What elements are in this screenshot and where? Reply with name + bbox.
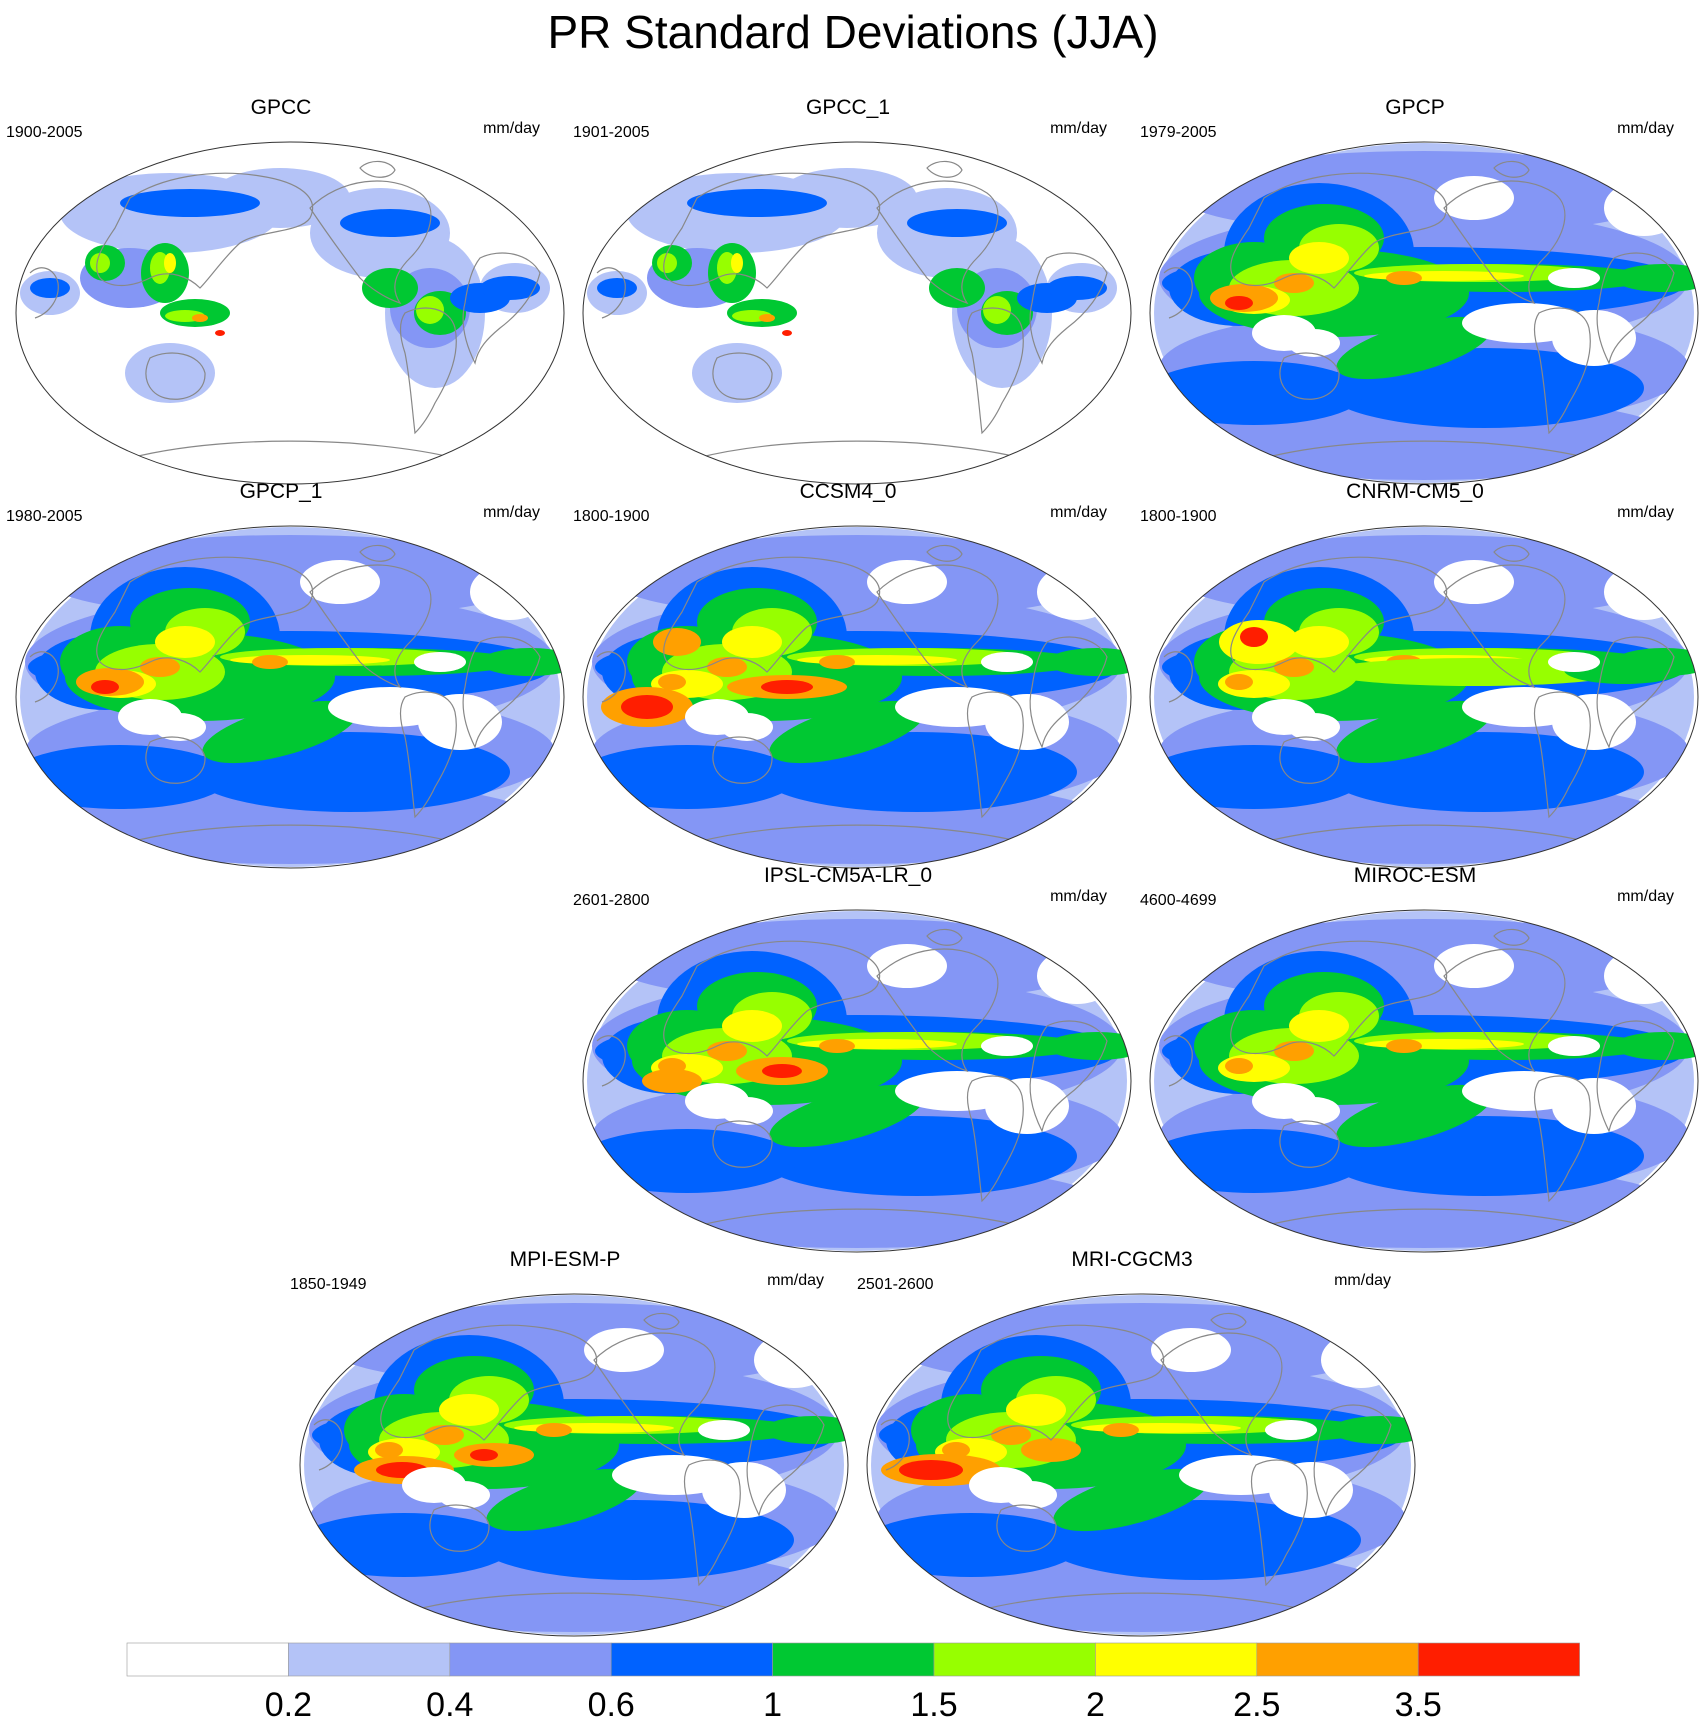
map-plot xyxy=(15,525,565,869)
map-panel-mri-cgcm3: MRI-CGCM3 2501-2600 mm/day xyxy=(851,1248,1416,1648)
colorbar-tick-label: 0.6 xyxy=(588,1686,635,1720)
map-plot xyxy=(1149,141,1699,485)
panel-title: CNRM-CM5_0 xyxy=(1346,480,1484,503)
colorbar-tick-label: 1.5 xyxy=(910,1686,957,1720)
colorbar-tick-label: 0.2 xyxy=(265,1686,312,1720)
panel-period: 1901-2005 xyxy=(573,124,650,141)
panel-period: 1979-2005 xyxy=(1140,124,1217,141)
colorbar-tick-label: 3.5 xyxy=(1395,1686,1442,1720)
panel-units: mm/day xyxy=(483,504,540,521)
map-plot xyxy=(15,141,565,485)
map-plot xyxy=(582,525,1132,869)
panel-units: mm/day xyxy=(1617,120,1674,137)
panel-title: IPSL-CM5A-LR_0 xyxy=(763,864,933,887)
map-panel-ipsl-cm5a-lr-0: IPSL-CM5A-LR_0 2601-2800 mm/day xyxy=(567,864,1132,1264)
map-panel-gpcp-1: GPCP_1 1980-2005 mm/day xyxy=(0,480,565,880)
panel-period: 1800-1900 xyxy=(1140,508,1217,525)
panel-title: MRI-CGCM3 xyxy=(1071,1248,1193,1271)
map-panel-ccsm4-0: CCSM4_0 1800-1900 mm/day xyxy=(567,480,1132,880)
panel-title: GPCP xyxy=(1385,96,1445,119)
panel-units: mm/day xyxy=(1050,504,1107,521)
map-plot xyxy=(582,909,1132,1253)
panel-period: 1900-2005 xyxy=(6,124,83,141)
colorbar: 0.2 0.4 0.6 1 1.5 2 2.5 3.5 xyxy=(126,1642,1580,1720)
panel-period: 2601-2800 xyxy=(573,892,650,909)
colorbar-tick-label: 1 xyxy=(763,1686,782,1720)
panel-title: GPCP_1 xyxy=(239,480,323,503)
colorbar-swatch xyxy=(772,1642,935,1677)
colorbar-swatch xyxy=(1256,1642,1419,1677)
colorbar-swatch xyxy=(610,1642,773,1677)
map-plot xyxy=(299,1293,849,1637)
colorbar-tick-label: 2 xyxy=(1086,1686,1105,1720)
panel-period: 1980-2005 xyxy=(6,508,83,525)
panel-units: mm/day xyxy=(1050,888,1107,905)
map-panel-gpcp: GPCP 1979-2005 mm/day xyxy=(1134,96,1699,496)
colorbar-swatch xyxy=(1095,1642,1258,1677)
map-panel-gpcc: GPCC 1900-2005 mm/day xyxy=(0,96,565,496)
panel-title: GPCC_1 xyxy=(805,96,891,119)
map-panel-cnrm-cm5-0: CNRM-CM5_0 1800-1900 mm/day xyxy=(1134,480,1699,880)
map-panel-miroc-esm: MIROC-ESM 4600-4699 mm/day xyxy=(1134,864,1699,1264)
panel-period: 2501-2600 xyxy=(857,1276,934,1293)
panel-title: MIROC-ESM xyxy=(1353,864,1477,887)
map-plot xyxy=(866,1293,1416,1637)
map-panel-mpi-esm-p: MPI-ESM-P 1850-1949 mm/day xyxy=(284,1248,849,1648)
panel-title: MPI-ESM-P xyxy=(509,1248,621,1271)
colorbar-swatch xyxy=(1417,1642,1580,1677)
colorbar-tick-label: 0.4 xyxy=(426,1686,473,1720)
figure-title: PR Standard Deviations (JJA) xyxy=(547,6,1159,58)
colorbar-swatch xyxy=(126,1642,289,1677)
map-plot xyxy=(582,141,1132,485)
map-plot xyxy=(1149,909,1699,1253)
panel-units: mm/day xyxy=(1617,504,1674,521)
panel-units: mm/day xyxy=(483,120,540,137)
panel-units: mm/day xyxy=(767,1272,824,1289)
map-plot xyxy=(1149,525,1699,869)
panel-title: CCSM4_0 xyxy=(799,480,897,503)
panel-title: GPCC xyxy=(250,96,312,119)
panel-period: 1850-1949 xyxy=(290,1276,367,1293)
panel-period: 1800-1900 xyxy=(573,508,650,525)
colorbar-swatch xyxy=(449,1642,612,1677)
panel-period: 4600-4699 xyxy=(1140,892,1217,909)
panel-units: mm/day xyxy=(1050,120,1107,137)
colorbar-tick-label: 2.5 xyxy=(1233,1686,1280,1720)
map-panel-gpcc-1: GPCC_1 1901-2005 mm/day xyxy=(567,96,1132,496)
colorbar-swatch xyxy=(288,1642,451,1677)
panel-units: mm/day xyxy=(1617,888,1674,905)
colorbar-swatch xyxy=(933,1642,1096,1677)
panel-units: mm/day xyxy=(1334,1272,1391,1289)
